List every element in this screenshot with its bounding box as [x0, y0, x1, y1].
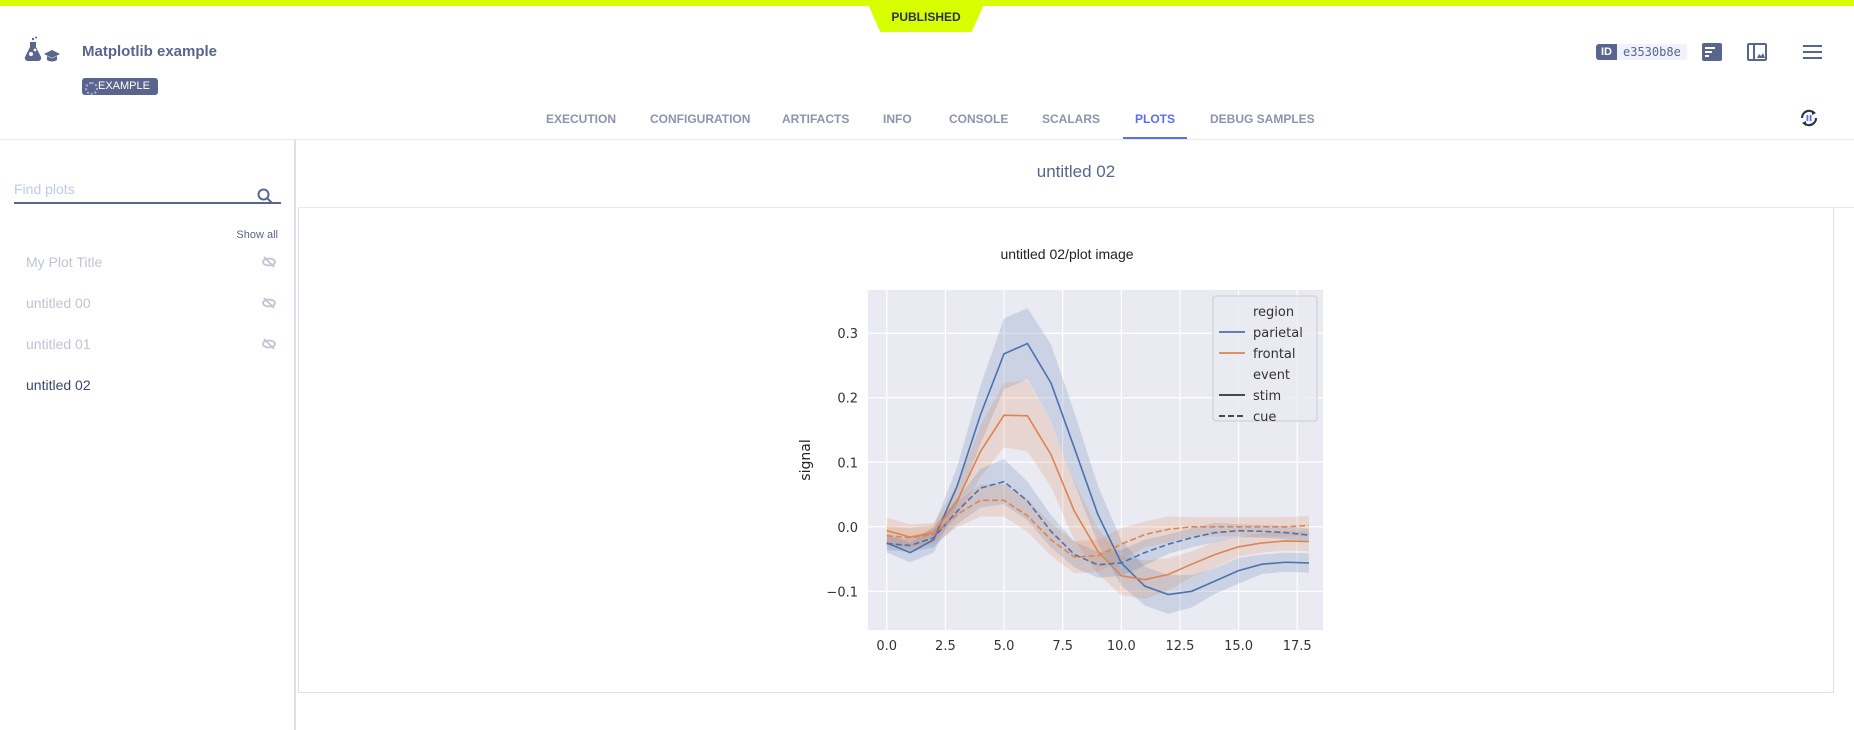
layout-icon[interactable] [1747, 43, 1767, 61]
plot-card: untitled 02/plot image [298, 208, 1834, 693]
plot-list-item[interactable]: untitled 02 [26, 377, 276, 393]
y-tick-label: −0.1 [826, 585, 858, 600]
legend-label: frontal [1253, 347, 1296, 362]
x-tick-label: 2.5 [935, 639, 956, 650]
example-tag: EXAMPLE [82, 78, 158, 95]
confidence-band-frontal-stim [886, 380, 1309, 600]
confidence-band-frontal-cue [886, 484, 1309, 574]
eye-off-icon[interactable] [262, 338, 276, 350]
tab-plots[interactable]: PLOTS [1122, 112, 1188, 139]
y-tick-label: 0.0 [837, 521, 858, 536]
x-tick-label: 12.5 [1165, 639, 1194, 650]
plot-list-item-label: My Plot Title [26, 254, 103, 270]
menu-icon[interactable] [1803, 45, 1822, 59]
legend-box [1212, 295, 1318, 422]
x-tick-label: 10.0 [1107, 639, 1136, 650]
experiment-title: Matplotlib example [82, 43, 218, 60]
eye-off-icon[interactable] [262, 256, 276, 268]
series-line-parietal-stim [886, 342, 1309, 596]
id-label: ID [1596, 44, 1617, 60]
legend-label: event [1253, 368, 1290, 383]
y-tick-label: 0.1 [837, 456, 858, 471]
series-line-frontal-stim [886, 414, 1309, 581]
x-tick-label: 15.0 [1224, 639, 1253, 650]
tab-configuration[interactable]: CONFIGURATION [650, 112, 751, 126]
plot-list-item[interactable]: untitled 00 [26, 295, 276, 311]
tab-debug-samples[interactable]: DEBUG SAMPLES [1210, 112, 1315, 126]
tab-artifacts[interactable]: ARTIFACTS [782, 112, 850, 126]
status-badge: PUBLISHED [866, 0, 986, 32]
tab-scalars[interactable]: SCALARS [1042, 112, 1101, 126]
id-value: e3530b8e [1617, 44, 1687, 60]
experiment-icon [24, 36, 60, 62]
y-axis-label: signal [798, 439, 814, 480]
search-icon[interactable] [257, 188, 273, 204]
plot-image: 0.0 2.5 5.0 7.5 10.0 12.5 15.0 17.5 −0.1 0.0 0.1 0.… [798, 290, 1323, 650]
plots-sidebar: Find plots Show all My Plot Title untitl… [0, 140, 296, 730]
plot-title: untitled 02/plot image [1000, 246, 1134, 262]
legend-label: region [1253, 305, 1294, 320]
legend-label: stim [1253, 389, 1281, 404]
auto-refresh-icon[interactable] [1798, 107, 1820, 129]
eye-off-icon[interactable] [262, 297, 276, 309]
legend-label: cue [1253, 410, 1276, 425]
legend-label: parietal [1253, 326, 1303, 341]
plot-list-item-label: untitled 02 [26, 377, 91, 393]
x-tick-label: 7.5 [1052, 639, 1073, 650]
search-input[interactable]: Find plots [14, 176, 281, 204]
tab-execution[interactable]: EXECUTION [546, 112, 617, 126]
x-tick-label: 5.0 [994, 639, 1015, 650]
series-line-frontal-cue [886, 499, 1309, 558]
details-icon[interactable] [1702, 43, 1722, 61]
series-line-parietal-cue [886, 480, 1310, 566]
tab-bar: EXECUTION CONFIGURATION ARTIFACTS INFO C… [0, 100, 1854, 140]
y-tick-label: 0.2 [837, 392, 858, 407]
plot-list-item-label: untitled 00 [26, 295, 91, 311]
show-all-link[interactable]: Show all [236, 229, 278, 241]
section-title: untitled 02 [298, 140, 1854, 208]
y-tick-label: 0.3 [837, 327, 858, 342]
tab-console[interactable]: CONSOLE [949, 112, 1009, 126]
plot-list-item[interactable]: untitled 01 [26, 336, 276, 352]
confidence-band-parietal-cue [886, 459, 1309, 578]
plot-list-item[interactable]: My Plot Title [26, 254, 276, 270]
experiment-id[interactable]: ID e3530b8e [1596, 44, 1687, 60]
tab-info[interactable]: INFO [883, 112, 912, 126]
x-tick-label: 17.5 [1283, 639, 1312, 650]
x-tick-label: 0.0 [876, 639, 897, 650]
plot-list-item-label: untitled 01 [26, 336, 91, 352]
